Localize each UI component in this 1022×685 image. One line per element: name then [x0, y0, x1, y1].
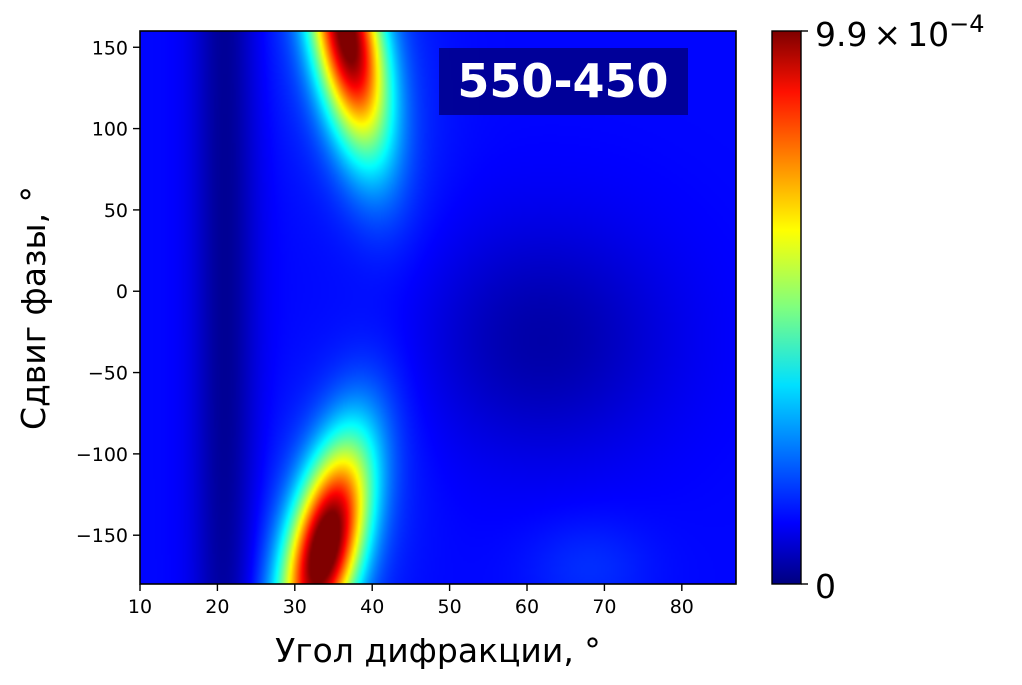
x-tick-label: 10 [128, 596, 152, 618]
y-axis: 150 100 50 0 −50 −100 −150 [76, 37, 140, 547]
y-axis-title: Сдвиг фазы, ° [14, 186, 53, 430]
plot-frame [139, 30, 737, 585]
y-tick-label: −100 [76, 444, 128, 466]
y-tick-label: −150 [76, 525, 128, 547]
y-tick-label: 0 [116, 281, 128, 303]
x-tick-label: 40 [360, 596, 384, 618]
heatmap-field [140, 31, 736, 584]
x-tick-label: 50 [438, 596, 462, 618]
x-tick-label: 30 [283, 596, 307, 618]
annotation-text: 550-450 [457, 54, 668, 108]
x-axis: 10 20 30 40 50 60 70 80 [128, 584, 694, 618]
annotation-badge [439, 48, 688, 115]
x-tick-label: 80 [670, 596, 694, 618]
y-tick-label: 50 [104, 200, 128, 222]
y-tick-label: 150 [92, 37, 128, 59]
x-tick-label: 20 [205, 596, 229, 618]
x-tick-label: 60 [515, 596, 539, 618]
y-tick-label: −50 [88, 363, 128, 385]
colorbar-max-label: 9.9 × 10−4 [815, 10, 985, 54]
colorbar-min-label: 0 [815, 567, 836, 606]
colorbar [771, 30, 802, 585]
y-tick-label: 100 [92, 119, 128, 141]
x-axis-title: Угол дифракции, ° [275, 631, 601, 670]
x-tick-label: 70 [592, 596, 616, 618]
